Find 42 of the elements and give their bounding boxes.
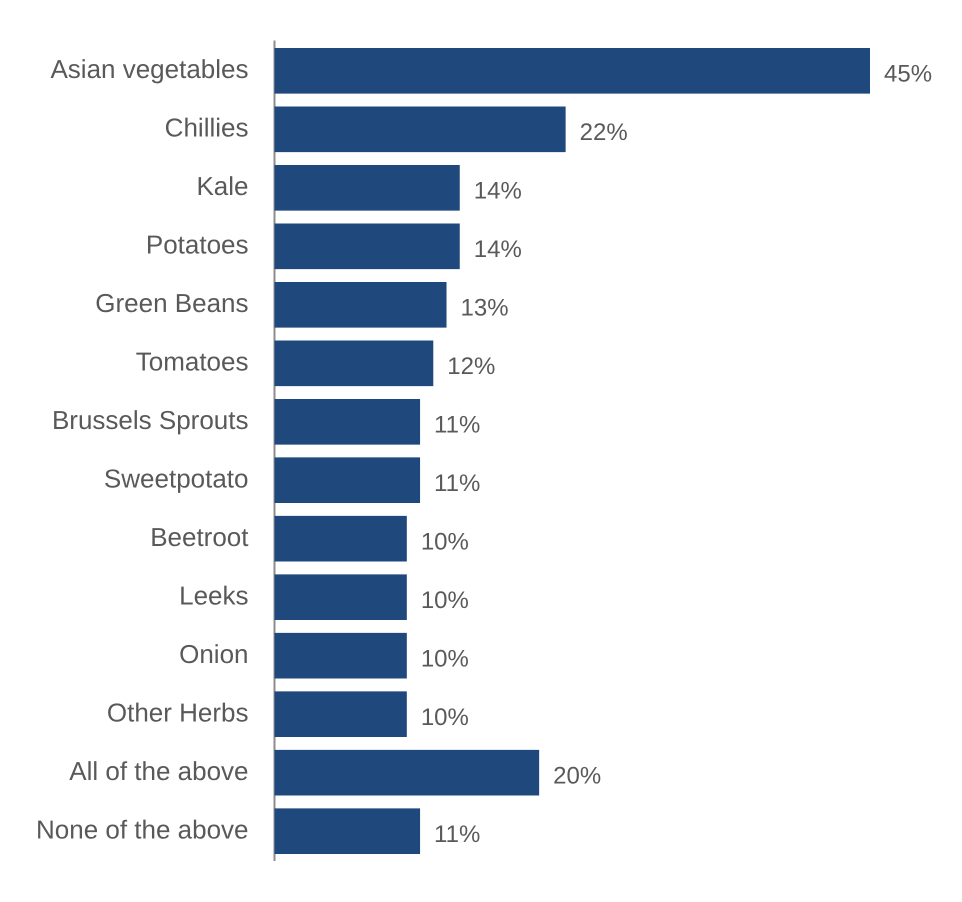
y-tick-label: Brussels Sprouts xyxy=(52,404,248,435)
bar xyxy=(274,282,447,328)
y-tick-label: Sweetpotato xyxy=(104,463,248,494)
data-label: 11% xyxy=(434,470,480,497)
bar xyxy=(274,516,407,562)
bar xyxy=(274,223,460,270)
data-label: 22% xyxy=(580,118,628,146)
data-label: 10% xyxy=(420,645,469,672)
y-tick-label: Potatoes xyxy=(146,229,248,260)
bar xyxy=(274,48,870,94)
y-tick-label: All of the above xyxy=(69,756,248,786)
bar xyxy=(274,340,434,386)
y-tick-label: Tomatoes xyxy=(136,346,248,376)
y-tick-label: Beetroot xyxy=(150,522,250,552)
bar xyxy=(274,632,407,679)
data-label: 14% xyxy=(474,236,522,263)
y-tick-label: Kale xyxy=(196,170,248,201)
data-label: 10% xyxy=(420,528,469,556)
data-label: 45% xyxy=(884,60,932,88)
data-label: 11% xyxy=(434,820,480,848)
bar xyxy=(274,457,420,504)
bar xyxy=(274,398,420,445)
data-label: 12% xyxy=(447,352,496,380)
y-tick-label: Asian vegetables xyxy=(50,54,248,84)
y-tick-label: Leeks xyxy=(179,580,248,610)
bar xyxy=(274,574,407,620)
data-label: 20% xyxy=(553,762,602,790)
y-tick-label: Green Beans xyxy=(95,288,248,318)
bar xyxy=(274,808,420,854)
y-tick-label: None of the above xyxy=(36,814,248,844)
bar xyxy=(274,691,407,737)
data-label: 11% xyxy=(434,411,480,438)
y-tick-label: Chillies xyxy=(164,112,248,142)
bar xyxy=(274,165,460,211)
data-label: 10% xyxy=(420,586,469,614)
data-label: 14% xyxy=(474,177,522,204)
bar xyxy=(274,106,566,152)
data-label: 13% xyxy=(460,294,509,322)
data-label: 10% xyxy=(420,704,469,731)
bar xyxy=(274,750,540,796)
y-tick-label: Onion xyxy=(179,638,248,669)
y-tick-label: Other Herbs xyxy=(106,697,248,728)
